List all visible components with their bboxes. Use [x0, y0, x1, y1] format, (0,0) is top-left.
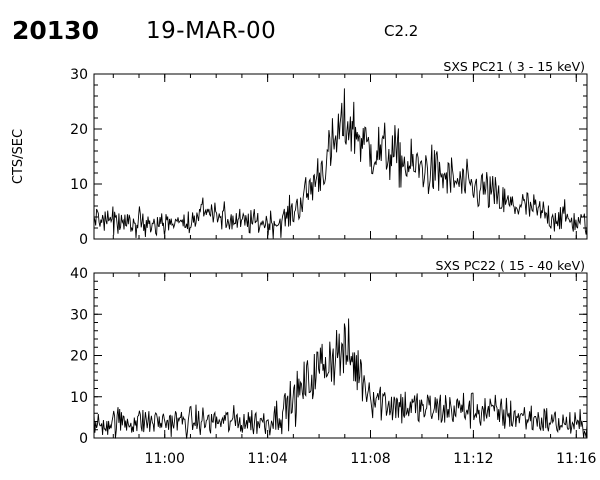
- panel2-ytick-label: 10: [70, 390, 88, 406]
- panel2-frame: [93, 272, 588, 439]
- panel2-xtick-label: 11:04: [247, 451, 287, 467]
- panel1-series-line: [93, 88, 588, 239]
- panel1-ytick-label: 0: [79, 232, 88, 248]
- panel2-series-line: [93, 318, 588, 439]
- panel2-xtick-label: 11:08: [350, 451, 390, 467]
- panel2-ytick-label: 0: [79, 431, 88, 447]
- panel1-ytick-label: 10: [70, 177, 88, 193]
- panel1-ytick-label: 20: [70, 122, 88, 138]
- event-date: 19-MAR-00: [146, 18, 277, 44]
- panel2-title: SXS PC22 ( 15 - 40 keV): [435, 258, 585, 273]
- panel2-ytick-label: 30: [70, 307, 88, 323]
- panel2-ytick-label: 20: [70, 349, 88, 365]
- event-id: 20130: [12, 16, 99, 45]
- panel2-xtick-label: 11:00: [145, 451, 185, 467]
- panel1-title: SXS PC21 ( 3 - 15 keV): [443, 59, 585, 74]
- panel2-ytick-label: 40: [70, 266, 88, 282]
- panel2-xtick-label: 11:16: [556, 451, 596, 467]
- panel2-xtick-label: 11:12: [453, 451, 493, 467]
- panel1-frame: [93, 73, 588, 240]
- panel1-ylabel: CTS/SEC: [11, 129, 26, 184]
- panel1-ytick-label: 30: [70, 67, 88, 83]
- goes-class: C2.2: [384, 22, 419, 40]
